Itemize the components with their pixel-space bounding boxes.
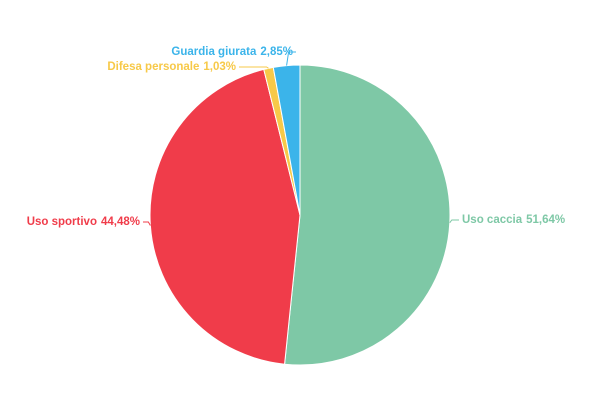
slice-category: Uso caccia xyxy=(462,214,523,226)
slice-value: 2,85% xyxy=(260,46,293,58)
slice-category: Difesa personale xyxy=(107,61,199,73)
slice-label: Difesa personale 1,03% xyxy=(107,61,236,73)
slice-label: Uso sportivo 44,48% xyxy=(27,216,140,228)
leader-line xyxy=(143,221,151,226)
pie-slice xyxy=(272,64,301,216)
slice-label: Uso caccia 51,64% xyxy=(462,214,565,226)
pie-slice xyxy=(284,64,451,366)
leader-line xyxy=(239,66,269,69)
leader-line xyxy=(449,219,459,224)
slice-value: 51,64% xyxy=(526,214,565,226)
slice-category: Guardia giurata xyxy=(171,46,257,58)
slice-label: Guardia giurata 2,85% xyxy=(171,46,293,58)
slice-value: 44,48% xyxy=(101,216,140,228)
slice-category: Uso sportivo xyxy=(27,216,97,228)
pie-slice xyxy=(149,68,301,365)
slice-value: 1,03% xyxy=(203,61,236,73)
leader-line xyxy=(286,51,296,66)
